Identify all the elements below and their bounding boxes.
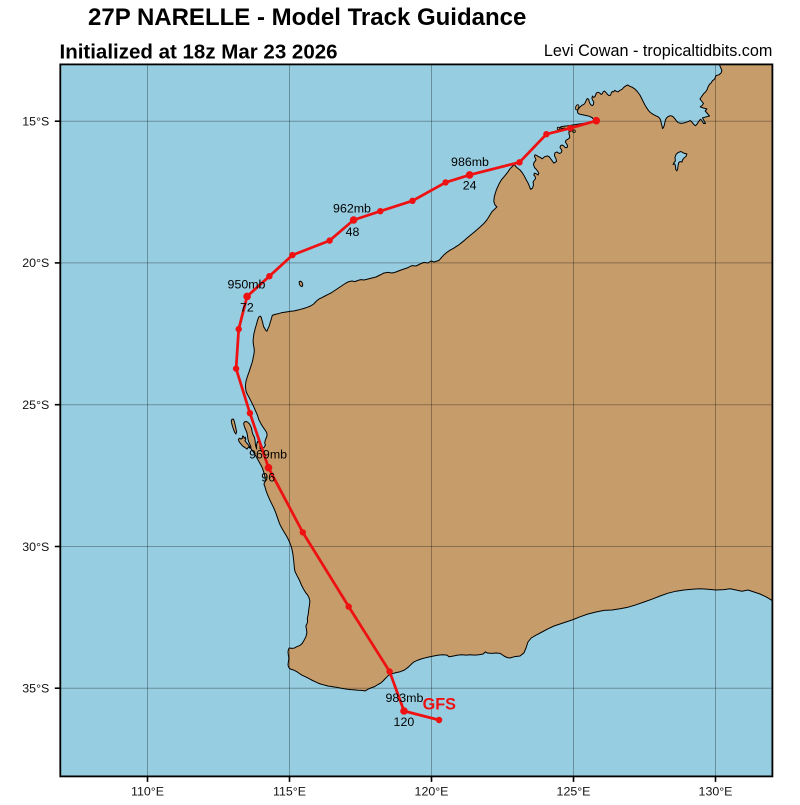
svg-text:110°E: 110°E [131, 784, 164, 798]
svg-text:15°S: 15°S [22, 115, 49, 129]
svg-text:25°S: 25°S [22, 398, 49, 412]
svg-text:120°E: 120°E [415, 784, 449, 798]
svg-text:125°E: 125°E [557, 784, 591, 798]
svg-text:35°S: 35°S [22, 682, 49, 696]
svg-text:GFS: GFS [423, 695, 456, 713]
svg-text:986mb: 986mb [451, 155, 489, 169]
svg-text:Levi Cowan - tropicaltidbits.c: Levi Cowan - tropicaltidbits.com [544, 42, 773, 60]
svg-text:48: 48 [346, 225, 360, 239]
svg-text:962mb: 962mb [333, 201, 371, 215]
svg-text:30°S: 30°S [22, 540, 49, 554]
svg-text:72: 72 [240, 301, 254, 315]
svg-text:130°E: 130°E [699, 784, 733, 798]
svg-text:983mb: 983mb [385, 691, 423, 705]
svg-text:96: 96 [261, 471, 275, 485]
svg-text:Initialized at 18z Mar 23 2026: Initialized at 18z Mar 23 2026 [60, 41, 338, 64]
svg-text:950mb: 950mb [228, 278, 266, 292]
svg-text:27P NARELLE - Model Track Guid: 27P NARELLE - Model Track Guidance [88, 4, 526, 31]
svg-text:115°E: 115°E [273, 784, 306, 798]
svg-text:20°S: 20°S [22, 256, 49, 270]
svg-text:24: 24 [463, 179, 477, 193]
svg-text:969mb: 969mb [249, 447, 287, 461]
svg-text:120: 120 [394, 715, 415, 729]
